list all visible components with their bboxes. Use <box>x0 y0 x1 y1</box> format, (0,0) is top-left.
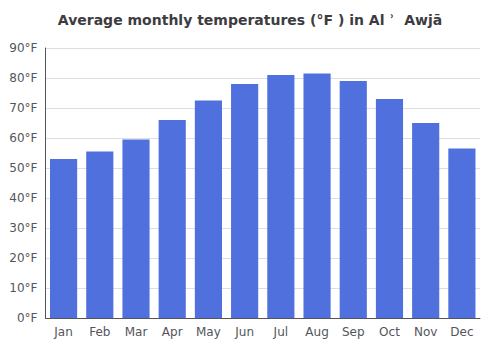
svg-text:90°F: 90°F <box>9 41 37 55</box>
svg-text:10°F: 10°F <box>9 281 37 295</box>
svg-text:Aug: Aug <box>305 325 328 339</box>
svg-text:60°F: 60°F <box>9 131 37 145</box>
svg-text:Dec: Dec <box>450 325 473 339</box>
svg-text:Jun: Jun <box>234 325 254 339</box>
svg-text:Apr: Apr <box>162 325 183 339</box>
svg-text:50°F: 50°F <box>9 161 37 175</box>
svg-text:Average monthly temperatures (: Average monthly temperatures (°F ) in Al… <box>58 12 442 28</box>
svg-text:Jul: Jul <box>273 325 288 339</box>
svg-text:May: May <box>196 325 221 339</box>
svg-text:Jan: Jan <box>53 325 72 339</box>
svg-text:40°F: 40°F <box>9 191 37 205</box>
svg-text:70°F: 70°F <box>9 101 37 115</box>
svg-text:30°F: 30°F <box>9 221 37 235</box>
svg-text:0°F: 0°F <box>17 311 38 325</box>
svg-text:Oct: Oct <box>379 325 400 339</box>
svg-text:Feb: Feb <box>89 325 110 339</box>
svg-text:Nov: Nov <box>414 325 437 339</box>
svg-text:20°F: 20°F <box>9 251 37 265</box>
svg-text:Sep: Sep <box>342 325 365 339</box>
svg-text:80°F: 80°F <box>9 71 37 85</box>
svg-text:Mar: Mar <box>125 325 148 339</box>
